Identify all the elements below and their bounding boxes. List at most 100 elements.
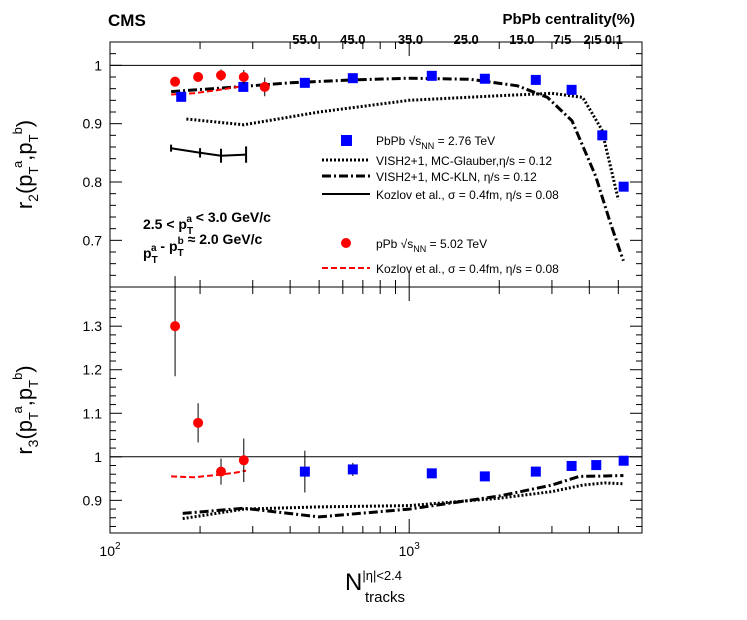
- y-axis-title-part: T: [26, 412, 41, 420]
- data-point-circle: [170, 321, 181, 332]
- data-point-square: [426, 70, 437, 81]
- annotation-pt-range: 2.5 < pTa < 3.0 GeV/c: [143, 209, 271, 237]
- legend-marker-square: [341, 135, 352, 146]
- y-axis-title-part: a: [10, 160, 25, 168]
- legend-label-part: NN: [413, 244, 426, 254]
- top-axis-tick-label: 55.0: [292, 32, 317, 47]
- top-axis-tick-label: 15.0: [509, 32, 534, 47]
- legend-label-part: PbPb √s: [376, 134, 421, 148]
- legend-label: Kozlov et al., σ = 0.4fm, η/s = 0.08: [376, 262, 559, 276]
- legend-marker-circle: [341, 238, 351, 248]
- y-tick-label: 1.3: [83, 318, 103, 334]
- y-tick-label: 1.1: [83, 405, 103, 421]
- data-point-circle: [238, 72, 249, 82]
- data-point-square: [238, 81, 249, 92]
- top-axis-title: PbPb centrality(%): [502, 11, 635, 28]
- y-axis-title-part: r: [12, 447, 37, 454]
- y-axis-title-part: ,p: [12, 142, 37, 160]
- y-tick-label: 0.7: [83, 232, 103, 248]
- data-point-square: [299, 466, 310, 477]
- curve-r3-kozlov-ppb: [171, 469, 247, 479]
- y-tick-label: 0.9: [83, 492, 103, 508]
- annotation-part: T: [178, 248, 184, 259]
- panel-frame-r3: [109, 286, 643, 534]
- data-point-square: [597, 130, 608, 141]
- legend-label: PbPb √sNN = 2.76 TeV: [376, 134, 495, 151]
- y-axis-title-part: r: [12, 202, 37, 209]
- y-axis-title-part: ,p: [12, 388, 37, 406]
- annotation-part: p: [178, 216, 187, 232]
- data-point-square: [479, 471, 490, 482]
- data-point-square: [299, 77, 310, 88]
- data-point-circle: [238, 455, 249, 466]
- data-point-circle: [259, 81, 270, 92]
- curve-r2-vish2-1-mc-kln: [170, 76, 625, 262]
- data-point-square: [176, 91, 187, 102]
- y-axis-title-part: (p: [12, 420, 37, 440]
- annotation-part: p: [169, 238, 178, 254]
- x-tick-label: 103: [399, 541, 421, 559]
- data-point-square: [530, 74, 541, 85]
- annotation-part: T: [187, 226, 193, 237]
- top-axis-tick-label: 25.0: [453, 32, 478, 47]
- data-point-circle: [216, 466, 227, 477]
- curve-r2-kozlov-pbpb: [170, 147, 247, 157]
- y-axis-title-part: ): [12, 365, 37, 372]
- x-tick-label-base: 10: [399, 543, 415, 559]
- data-point-circle: [216, 70, 227, 81]
- annotation-part: T: [152, 255, 158, 266]
- y-tick-label: 0.8: [83, 174, 103, 190]
- y-axis-title-part: b: [10, 127, 25, 134]
- legend-label: VISH2+1, MC-KLN, η/s = 0.12: [376, 170, 537, 184]
- data-point-square: [347, 464, 358, 475]
- legend-label: Kozlov et al., σ = 0.4fm, η/s = 0.08: [376, 188, 559, 202]
- y-axis-title-part: T: [26, 166, 41, 174]
- legend-label-part: pPb √s: [376, 237, 413, 251]
- x-tick-label-exponent: 2: [115, 541, 121, 552]
- annotation-part: a: [151, 243, 157, 254]
- legend-label: pPb √sNN = 5.02 TeV: [376, 237, 487, 254]
- y-axis-title-part: (p: [12, 174, 37, 194]
- data-point-circle: [170, 76, 181, 87]
- experiment-label: CMS: [108, 11, 146, 30]
- data-point-square: [479, 73, 490, 84]
- data-point-square: [347, 73, 358, 84]
- curve-r3-vish2-1-mc-kln: [182, 474, 624, 519]
- annotation-part: a: [186, 214, 192, 225]
- y-tick-label: 1: [94, 449, 102, 465]
- data-point-square: [566, 460, 577, 471]
- top-axis-tick-label: 7.5: [553, 32, 571, 47]
- y-axis-title-part: b: [10, 373, 25, 380]
- legend-label: VISH2+1, MC-Glauber,η/s = 0.12: [376, 154, 552, 168]
- data-point-circle: [193, 417, 204, 428]
- y-axis-title-r3: r3(pTa,pTb): [10, 365, 41, 454]
- annotation-part: ≈ 2.0 GeV/c: [184, 231, 263, 247]
- x-axis-title: N|η|<2.4 tracks: [345, 568, 405, 606]
- x-axis-title-part: |η|<2.4: [362, 568, 402, 583]
- top-axis-tick-label: 2.5: [583, 32, 601, 47]
- data-point-square: [566, 84, 577, 95]
- y-axis-title-part: 3: [25, 439, 41, 447]
- x-tick-label-base: 10: [99, 543, 115, 559]
- x-tick-label-exponent: 3: [414, 541, 420, 552]
- legend-label-part: = 5.02 TeV: [426, 237, 487, 251]
- y-axis-title-part: T: [26, 134, 41, 142]
- x-axis-title-part: N: [345, 569, 362, 596]
- y-axis-title-r2: r2(pTa,pTb): [10, 120, 41, 209]
- data-point-square: [618, 455, 629, 466]
- annotation-part: < 3.0 GeV/c: [192, 209, 271, 225]
- y-axis-title-part: ): [12, 120, 37, 127]
- y-tick-label: 0.9: [83, 116, 103, 132]
- x-tick-label: 102: [99, 541, 121, 559]
- annotation-pt-difference: pTa - pTb ≈ 2.0 GeV/c: [143, 231, 262, 266]
- data-point-square: [591, 460, 602, 471]
- plot-layer: 0.70.80.91r2(pTa,pTb)0.911.11.21.3r3(pTa…: [10, 32, 643, 606]
- data-point-square: [426, 468, 437, 479]
- top-axis-tick-label: 0.1: [605, 32, 623, 47]
- legend-label-part: = 2.76 TeV: [434, 134, 495, 148]
- y-tick-label: 1: [94, 57, 102, 73]
- y-tick-label: 1.2: [83, 362, 103, 378]
- annotation-part: -: [157, 238, 169, 254]
